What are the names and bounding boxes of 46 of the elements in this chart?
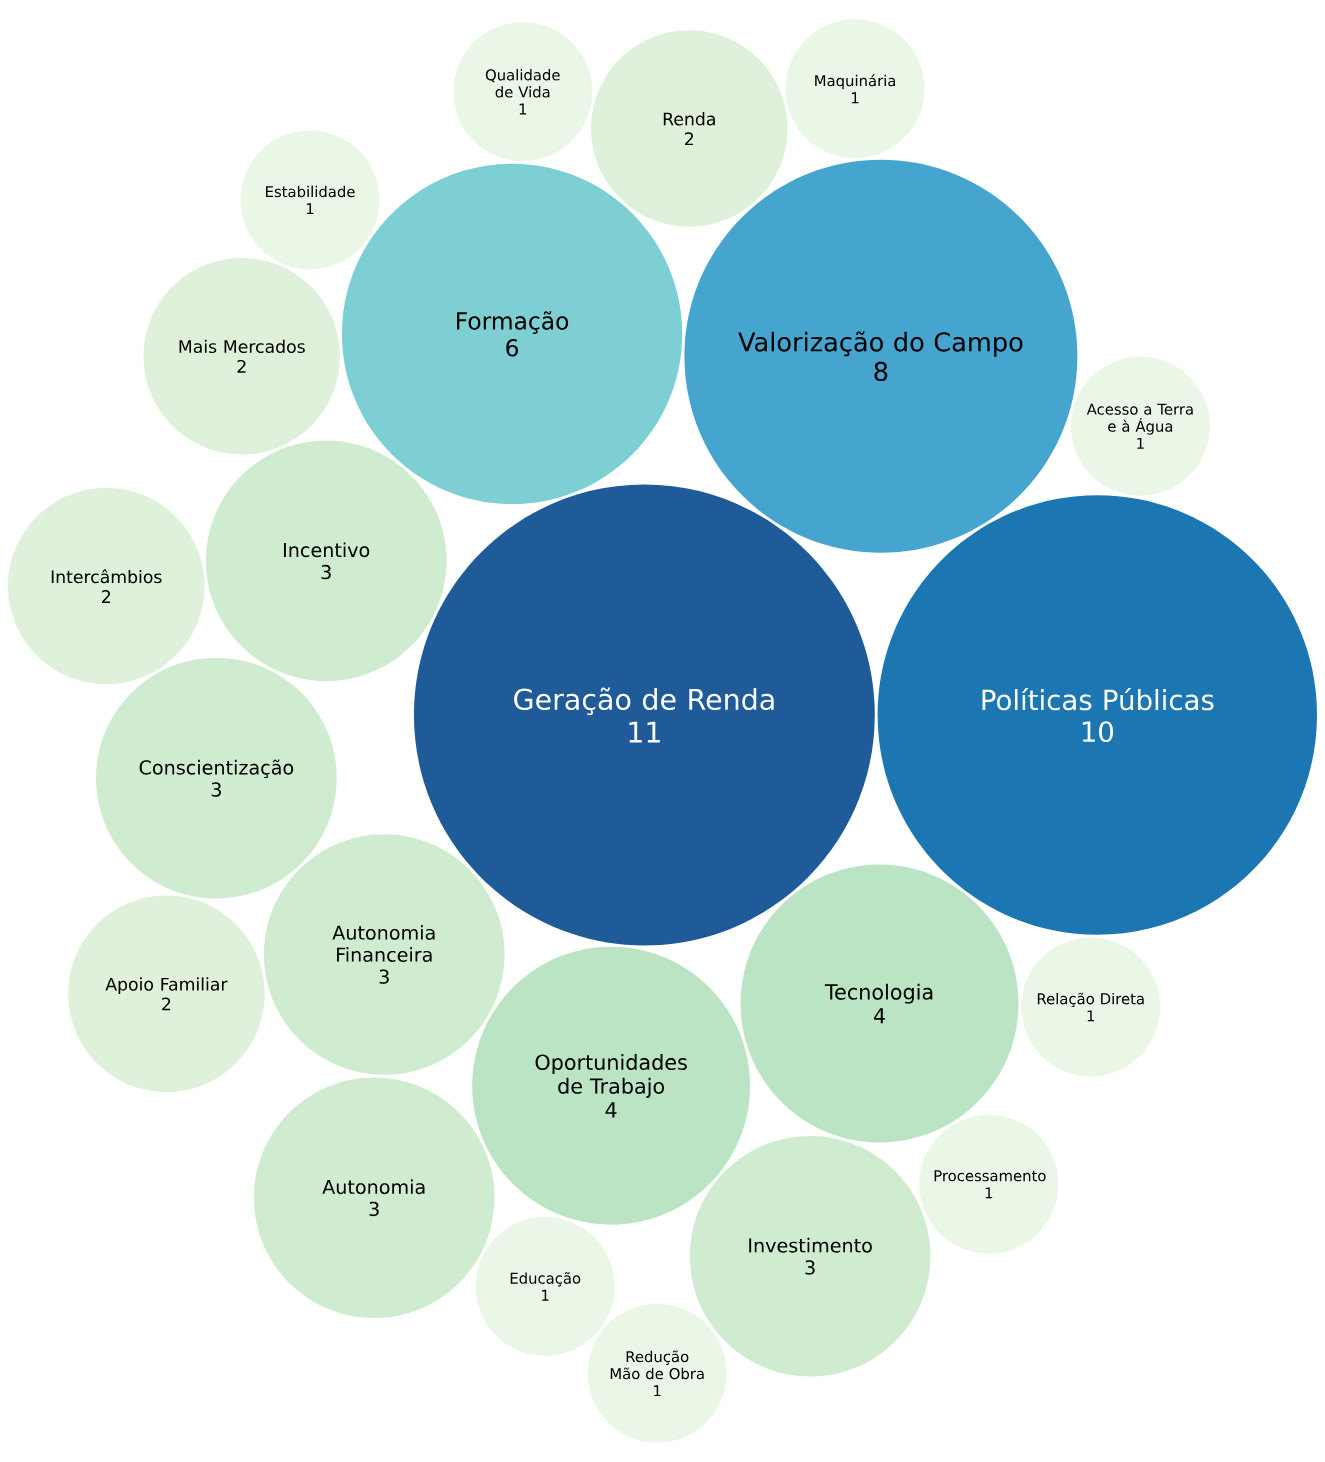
category-label: Redução Mão de Obra xyxy=(610,1350,704,1380)
data-label: 11 xyxy=(629,721,660,743)
category-label: Processamento xyxy=(934,1170,1046,1182)
category-label: Valorização do Campo xyxy=(738,331,1023,357)
data-label: 3 xyxy=(321,564,331,580)
data-label: 1 xyxy=(985,1187,993,1199)
category-label: Estabilidade xyxy=(266,185,355,198)
category-label: Formação xyxy=(457,311,569,334)
category-label: Oportunidades de Trabajo xyxy=(535,1053,687,1098)
category-label: Mais Mercados xyxy=(179,339,305,354)
category-label: Intercâmbios xyxy=(51,569,162,584)
data-label: 3 xyxy=(369,1201,379,1217)
data-label: 3 xyxy=(805,1260,815,1275)
category-label: Políticas Públicas xyxy=(982,687,1214,711)
data-label: 3 xyxy=(379,969,389,984)
data-label: 1 xyxy=(1137,437,1144,449)
data-label: 1 xyxy=(852,92,859,104)
data-label: 6 xyxy=(506,338,519,357)
data-label: 10 xyxy=(1082,721,1114,743)
category-label: Investimento xyxy=(749,1237,872,1253)
category-label: Tecnologia xyxy=(824,983,933,1004)
category-label: Autonomia Financeira xyxy=(332,925,435,962)
category-label: Relação Direta xyxy=(1037,992,1144,1008)
category-label: Maquinária xyxy=(815,74,896,90)
data-label: 2 xyxy=(102,590,111,603)
data-label: 1 xyxy=(519,103,527,115)
data-label: 1 xyxy=(542,1289,549,1301)
data-label: 2 xyxy=(685,132,694,146)
category-label: Geração de Renda xyxy=(514,687,774,716)
category-label: Qualidade de Vida xyxy=(485,69,560,98)
category-label: Autonomia xyxy=(322,1179,425,1195)
data-label: 2 xyxy=(237,359,246,373)
data-label: 2 xyxy=(162,997,171,1011)
category-label: Acesso a Terra e à Água xyxy=(1086,403,1193,435)
data-label: 1 xyxy=(654,1385,661,1397)
category-label: Apoio Familiar xyxy=(105,977,228,995)
data-label: 1 xyxy=(1087,1010,1095,1022)
data-label: 4 xyxy=(873,1008,885,1024)
category-label: Renda xyxy=(663,112,715,126)
data-label: 8 xyxy=(874,361,888,382)
category-label: Educação xyxy=(510,1272,581,1287)
category-label: Conscientização xyxy=(139,759,294,779)
data-label: 4 xyxy=(605,1102,617,1118)
data-label: 3 xyxy=(211,782,221,797)
data-label: 1 xyxy=(306,203,314,215)
category-label: Incentivo xyxy=(284,542,370,558)
